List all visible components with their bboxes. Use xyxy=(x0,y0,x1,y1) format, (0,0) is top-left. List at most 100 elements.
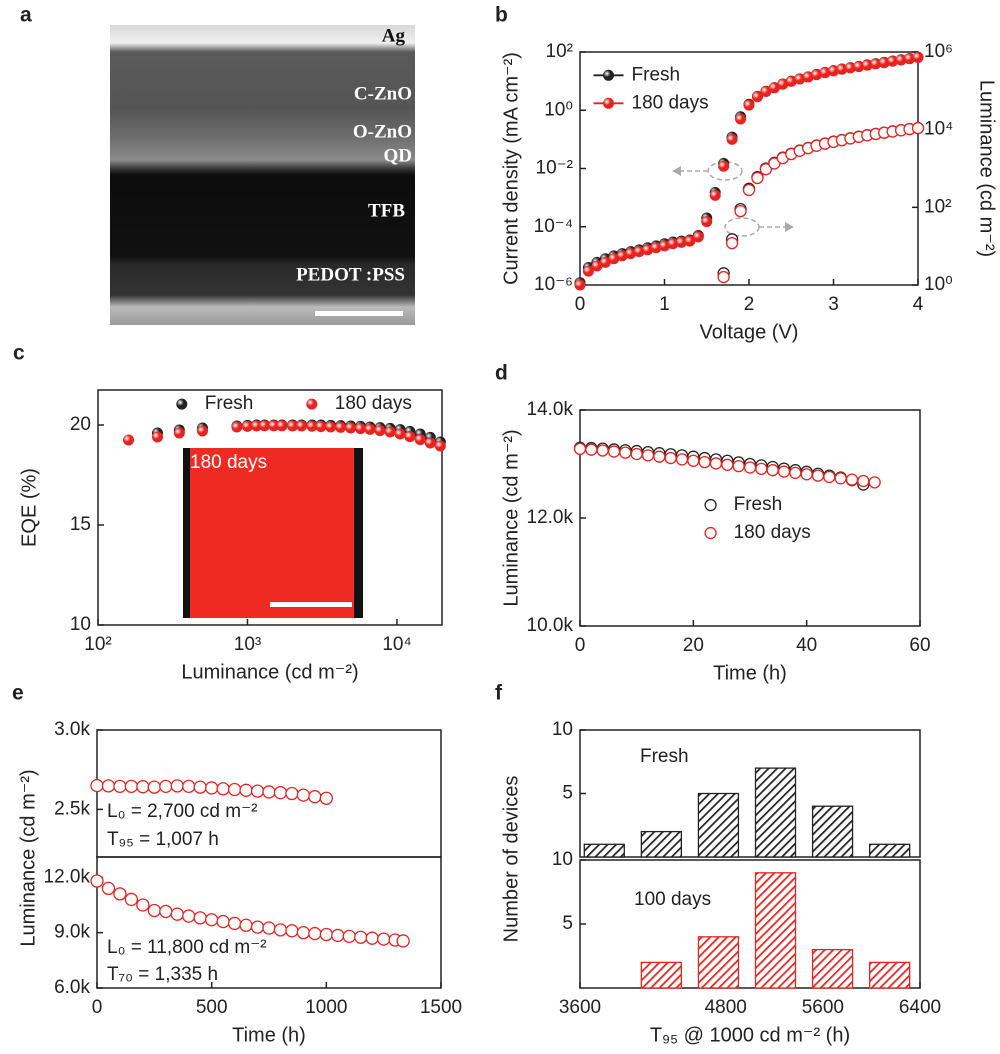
marker xyxy=(196,425,208,437)
layer-label: PEDOT :PSS xyxy=(296,264,405,285)
legend-label: Fresh xyxy=(632,64,681,85)
marker xyxy=(374,425,386,437)
marker xyxy=(262,785,276,799)
marker xyxy=(331,928,345,943)
marker xyxy=(285,924,299,938)
marker xyxy=(231,421,243,433)
y-tick-label: 10⁻⁶ xyxy=(534,274,573,295)
scale-bar xyxy=(315,311,403,316)
marker xyxy=(315,421,327,433)
marker xyxy=(259,420,271,432)
plot-frame xyxy=(579,729,921,858)
marker xyxy=(709,457,723,470)
marker xyxy=(789,466,802,480)
annotation: L₀ = 2,700 cd m⁻² xyxy=(107,801,257,822)
x-tick-label: 3 xyxy=(828,294,839,315)
legend-marker xyxy=(603,97,615,109)
bar xyxy=(640,961,683,989)
y-tick-label: 9.0k xyxy=(54,922,90,943)
marker xyxy=(151,431,163,443)
marker xyxy=(147,903,161,918)
x-tick-label: 20 xyxy=(683,635,704,656)
marker xyxy=(811,469,825,482)
y-tick-label: 5 xyxy=(562,783,573,804)
marker xyxy=(306,420,318,432)
marker xyxy=(251,420,263,432)
layer-label: Ag xyxy=(382,25,406,46)
marker xyxy=(573,442,587,456)
y2-tick-label: 10⁶ xyxy=(924,41,953,62)
bar xyxy=(583,843,625,858)
y-tick-label: 10⁻⁴ xyxy=(534,216,573,237)
marker xyxy=(159,779,173,794)
x-axis-label: Luminance (cd m⁻²) xyxy=(181,661,358,683)
marker xyxy=(794,73,806,85)
marker xyxy=(887,55,899,67)
plot-frame xyxy=(96,856,442,989)
marker xyxy=(113,779,127,794)
bar xyxy=(811,805,854,858)
marker xyxy=(262,921,276,935)
marker xyxy=(354,930,368,944)
marker xyxy=(785,75,797,87)
marker xyxy=(650,242,662,254)
marker xyxy=(619,446,632,459)
marker xyxy=(268,420,280,432)
x-axis-label: Time (h) xyxy=(713,662,787,684)
marker xyxy=(904,53,916,65)
y-axis-label: Number of devices xyxy=(500,776,522,943)
marker xyxy=(591,260,603,272)
marker xyxy=(742,183,756,197)
marker xyxy=(735,113,747,125)
marker xyxy=(751,171,764,185)
marker xyxy=(755,462,768,476)
panel-label: a xyxy=(20,4,32,27)
marker xyxy=(182,909,196,923)
marker xyxy=(345,422,357,434)
marker xyxy=(868,476,881,489)
marker xyxy=(124,892,139,907)
x-tick-label: 6400 xyxy=(899,997,941,1018)
marker xyxy=(751,91,763,103)
layer-label: TFB xyxy=(368,200,405,221)
x-tick-label: 4800 xyxy=(705,997,747,1018)
plot-frame xyxy=(579,409,921,627)
marker xyxy=(276,420,288,432)
arrow-heads xyxy=(672,166,794,232)
marker xyxy=(308,926,322,941)
y2-tick-label: 10⁴ xyxy=(924,119,953,140)
y-tick-label: 20 xyxy=(70,414,91,435)
marker xyxy=(861,59,873,71)
marker xyxy=(630,447,643,461)
marker xyxy=(800,468,813,481)
x-tick-label: 0 xyxy=(92,997,103,1018)
marker xyxy=(308,790,322,804)
layer-label: C-ZnO xyxy=(354,83,412,104)
x-tick-label: 2 xyxy=(744,294,755,315)
x-tick-label: 500 xyxy=(196,997,228,1018)
marker xyxy=(123,434,135,446)
marker xyxy=(911,121,925,135)
marker xyxy=(404,431,416,443)
y-tick-label: 6.0k xyxy=(54,977,90,998)
marker xyxy=(364,423,376,435)
marker xyxy=(582,265,594,277)
marker xyxy=(777,465,791,478)
bar xyxy=(697,936,740,989)
marker xyxy=(766,464,779,477)
marker xyxy=(342,929,356,943)
marker xyxy=(424,437,436,449)
marker xyxy=(296,788,311,802)
marker xyxy=(173,427,185,439)
marker xyxy=(101,881,116,896)
marker xyxy=(718,160,730,172)
marker xyxy=(241,420,253,432)
marker xyxy=(574,279,586,291)
panel-label: f xyxy=(495,682,503,705)
bar xyxy=(811,948,854,989)
marker xyxy=(205,781,219,795)
marker xyxy=(101,779,116,793)
x-tick-label: 60 xyxy=(909,635,930,656)
marker xyxy=(633,246,645,258)
